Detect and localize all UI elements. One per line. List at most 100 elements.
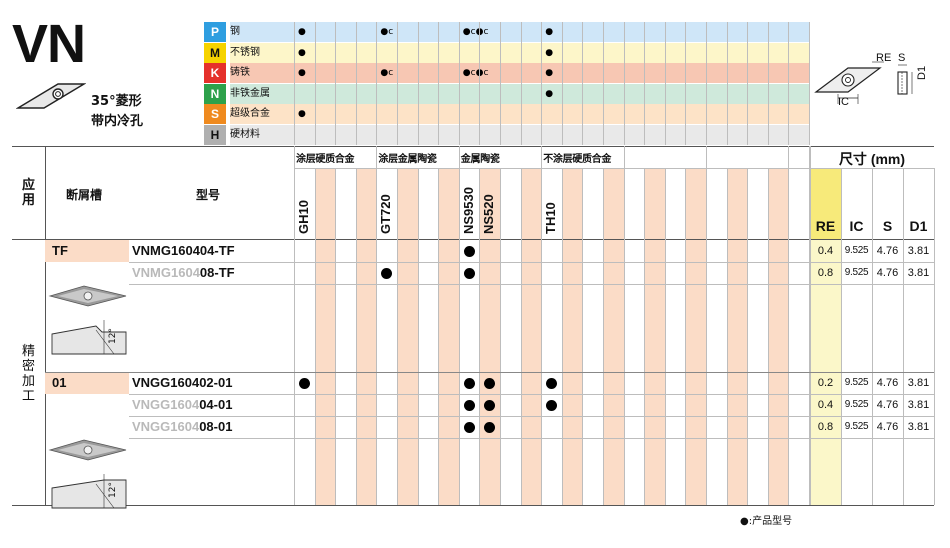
grade-col-line [294, 146, 295, 505]
grade-col-line [541, 146, 543, 505]
material-dot: ● [298, 27, 306, 37]
legend-grid-line [541, 22, 543, 145]
legend-grid-line [788, 22, 790, 145]
legend-grid-line [623, 22, 625, 145]
dim-re: 0.8 [817, 421, 834, 433]
row-line [129, 284, 934, 285]
dim-col-line [903, 168, 904, 505]
product-dot-ns9530 [463, 378, 475, 389]
application-finishing: 精密加工 [22, 344, 36, 404]
grade-col-line [747, 168, 749, 505]
grade-col-line [685, 168, 687, 505]
legend-grid-line [664, 22, 666, 145]
material-row-m: M 不锈钢 ● ● [204, 42, 809, 63]
grade-col-line [500, 168, 501, 505]
grade-group-3: 不涂层硬质合金 [543, 154, 612, 165]
material-letter: P [204, 22, 226, 42]
model-prefix: VNMG160404-TF [132, 243, 235, 258]
shape-description: 35°菱形 带内冷孔 [91, 92, 143, 132]
column-stripe [561, 168, 583, 505]
material-row-h: H 硬材料 [204, 124, 809, 145]
material-name: 不锈钢 [230, 42, 294, 63]
product-dot-ns9530 [463, 268, 475, 279]
header-group-line [294, 168, 934, 169]
header-bottom-border [12, 239, 934, 240]
row-line [129, 416, 934, 417]
model-prefix: VNGG1604 [132, 397, 200, 412]
insert-photo-icon [48, 285, 127, 307]
model-suffix: 08-TF [199, 265, 235, 280]
grade-ns9530: NS9530 [460, 187, 476, 234]
material-letter: H [204, 124, 226, 145]
ic-label: IC [838, 96, 849, 108]
grade-col-line [376, 146, 378, 505]
legend-grid-line [355, 22, 357, 145]
row-line [129, 394, 934, 395]
chipbreaker-cell-bg [45, 240, 129, 262]
model-header: 型号 [196, 188, 221, 202]
product-dot-th10 [546, 400, 558, 411]
model-number: VNGG160404-01 [132, 394, 232, 416]
chipbreaker-profile-diagram [51, 474, 127, 509]
grade-group-2: 金属陶瓷 [460, 154, 500, 165]
dim-s: 4.76 [876, 377, 899, 389]
material-name: 硬材料 [230, 124, 294, 145]
dim-s: 4.76 [876, 245, 899, 257]
grade-col-line [355, 168, 357, 505]
material-dot: ● [298, 47, 306, 58]
product-dot-ns9530 [463, 422, 475, 433]
material-grid: ● [294, 104, 809, 124]
material-name: 超级合金 [230, 104, 294, 124]
grade-col-line [397, 168, 398, 505]
dim-header-ic: IC [849, 218, 864, 234]
legend-grid-line [706, 22, 707, 145]
grade-col-line [623, 146, 625, 505]
chipbreaker-code: 01 [52, 375, 67, 390]
grade-th10: TH10 [543, 202, 559, 234]
dim-header-re: RE [815, 218, 836, 234]
model-suffix: 04-01 [199, 397, 233, 412]
dim-d1: 3.81 [907, 267, 930, 279]
row-line [129, 438, 934, 439]
chipbreaker-code: TF [52, 243, 68, 258]
column-stripe [397, 168, 418, 505]
grade-col-line [561, 168, 563, 505]
insert-photo-icon [48, 439, 127, 461]
shape-line-2: 带内冷孔 [91, 114, 144, 129]
product-dot-ns9530 [463, 246, 475, 257]
grade-gh10: GH10 [296, 200, 311, 234]
model-number: VNGG160402-01 [132, 372, 232, 394]
dim-ic: 9.525 [844, 421, 869, 432]
dim-ic: 9.525 [844, 377, 869, 388]
diamond-insert-icon [16, 83, 86, 109]
material-dot: ● [298, 109, 306, 119]
dim-d1: 3.81 [907, 245, 930, 257]
legend-grid-line [417, 22, 419, 145]
dim-ic: 9.525 [844, 267, 869, 278]
column-stripe [644, 168, 665, 505]
legend-grid-line [314, 22, 316, 145]
grade-col-line [582, 168, 584, 505]
legend-grid-line [685, 22, 687, 145]
insert-dimension-diagram [814, 61, 913, 104]
app-col-line [45, 146, 46, 505]
material-name: 铸铁 [230, 63, 294, 83]
table-bottom-border [12, 505, 934, 506]
dim-col-line [934, 168, 935, 505]
row-line [129, 262, 934, 263]
material-letter: N [204, 83, 226, 104]
material-dot: ●c [380, 68, 394, 78]
dim-d1: 3.81 [907, 377, 930, 389]
re-header-fill [810, 168, 841, 239]
material-dot: ● [545, 47, 554, 58]
legend-grid-line [747, 22, 749, 145]
legend-grid-line [376, 22, 378, 145]
legend-grid-line [561, 22, 563, 145]
product-dot-ns9530 [463, 400, 475, 411]
grade-col-line [417, 168, 419, 505]
column-stripe [355, 168, 377, 505]
dim-header-s: S [882, 218, 893, 234]
grade-col-line [664, 168, 666, 505]
dim-d1: 3.81 [907, 421, 930, 433]
model-suffix: 08-01 [199, 419, 233, 434]
